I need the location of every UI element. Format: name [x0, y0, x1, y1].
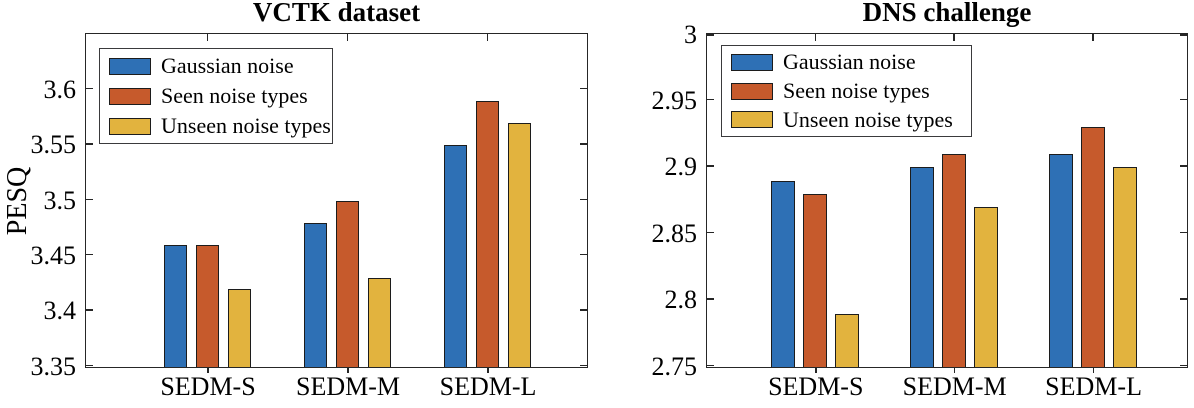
bar-unseen-noise-types-sedm-l — [508, 122, 531, 367]
bar-gaussian-noise-sedm-m — [910, 167, 935, 367]
y-tick-label: 2.85 — [651, 218, 698, 248]
x-tick-mark-top — [953, 34, 955, 41]
legend-label: Gaussian noise — [783, 49, 916, 75]
plot-area-vctk: Gaussian noise Seen noise types Unseen noi… — [85, 33, 588, 368]
y-tick-label: 3.6 — [43, 74, 77, 104]
x-tick-label: SEDM-M — [295, 372, 401, 401]
y-tick-mark — [86, 364, 93, 366]
y-tick-mark — [580, 309, 587, 311]
legend-color-swatch — [731, 53, 773, 71]
y-tick-mark — [1180, 364, 1187, 366]
x-tick-mark-bottom — [347, 366, 349, 373]
y-tick-mark — [580, 87, 587, 90]
legend-label: Seen noise types — [161, 83, 308, 108]
y-tick-mark — [1180, 34, 1187, 36]
x-tick-mark-top — [486, 34, 489, 41]
y-tick-label: 3.55 — [30, 130, 77, 160]
legend-item: Gaussian noise — [731, 48, 965, 77]
y-tick-mark — [707, 364, 714, 366]
legend-label: Unseen noise types — [783, 106, 953, 132]
y-tick-label: 3 — [684, 19, 697, 49]
y-tick-mark — [580, 364, 587, 366]
bar-gaussian-noise-sedm-m — [304, 222, 327, 367]
x-tick-mark-bottom — [1092, 366, 1095, 373]
y-tick-mark — [1180, 165, 1187, 167]
legend: Gaussian noise Seen noise types Unseen noi… — [721, 45, 972, 137]
chart-title-vctk: VCTK dataset — [252, 0, 421, 27]
y-tick-mark — [1180, 298, 1187, 300]
bar-unseen-noise-types-sedm-s — [835, 313, 860, 367]
legend-item: Unseen noise types — [731, 105, 965, 134]
y-tick-label: 3.5 — [43, 185, 77, 215]
bar-gaussian-noise-sedm-s — [771, 180, 796, 367]
y-tick-label: 2.9 — [664, 152, 698, 182]
plot-area-dns: Gaussian noise Seen noise types Unseen noi… — [706, 33, 1188, 368]
y-tick-mark — [1180, 231, 1187, 234]
x-tick-label: SEDM-M — [902, 372, 1007, 401]
bar-unseen-noise-types-sedm-s — [228, 289, 251, 367]
y-tick-label: 3.4 — [43, 296, 77, 326]
bar-gaussian-noise-sedm-l — [444, 145, 467, 367]
legend-label: Gaussian noise — [161, 53, 294, 78]
legend-color-swatch — [731, 111, 773, 129]
legend-label: Seen noise types — [783, 78, 930, 103]
x-tick-mark-bottom — [487, 366, 489, 373]
y-tick-mark — [580, 253, 587, 256]
legend-color-swatch — [109, 57, 151, 75]
x-tick-mark-bottom — [953, 366, 956, 373]
y-tick-mark — [86, 309, 93, 311]
y-tick-mark — [1180, 98, 1187, 101]
x-tick-label: SEDM-L — [439, 372, 537, 401]
bar-seen-noise-types-sedm-m — [942, 153, 967, 367]
x-tick-mark-top — [814, 34, 816, 41]
y-tick-mark — [707, 98, 714, 101]
y-tick-mark — [86, 143, 93, 145]
y-tick-mark — [707, 231, 714, 234]
y-tick-mark — [707, 34, 714, 36]
legend-color-swatch — [731, 82, 773, 100]
y-tick-label: 2.75 — [651, 351, 698, 381]
bar-unseen-noise-types-sedm-l — [1113, 167, 1138, 367]
y-tick-label: 3.45 — [30, 240, 77, 270]
x-tick-label: SEDM-L — [1045, 372, 1142, 401]
y-tick-mark — [707, 298, 714, 300]
x-tick-mark-bottom — [207, 366, 209, 373]
x-tick-label: SEDM-S — [768, 372, 864, 401]
bar-seen-noise-types-sedm-l — [476, 100, 499, 367]
legend-color-swatch — [109, 117, 151, 135]
y-tick-mark — [86, 198, 93, 200]
legend-item: Seen noise types — [731, 77, 965, 106]
legend-item: Seen noise types — [109, 81, 326, 111]
y-tick-label: 2.8 — [664, 285, 698, 315]
y-tick-label: 3.35 — [30, 351, 77, 381]
y-tick-mark — [580, 143, 587, 145]
chart-title-dns: DNS challenge — [862, 0, 1032, 27]
x-tick-mark-top — [1092, 34, 1094, 41]
bar-seen-noise-types-sedm-s — [803, 193, 828, 367]
x-tick-label: SEDM-S — [160, 372, 256, 401]
legend: Gaussian noise Seen noise types Unseen noi… — [99, 48, 333, 144]
y-tick-mark — [707, 165, 714, 167]
legend-item: Gaussian noise — [109, 51, 326, 81]
bar-seen-noise-types-sedm-m — [336, 200, 359, 367]
bar-seen-noise-types-sedm-s — [196, 244, 219, 367]
x-tick-mark-bottom — [815, 366, 817, 373]
legend-label: Unseen noise types — [161, 113, 331, 138]
y-tick-mark — [580, 198, 587, 200]
x-tick-mark-top — [206, 34, 209, 41]
bar-gaussian-noise-sedm-s — [164, 244, 187, 367]
bar-unseen-noise-types-sedm-m — [974, 207, 999, 367]
bar-seen-noise-types-sedm-l — [1081, 127, 1106, 367]
y-tick-mark — [86, 253, 93, 256]
y-tick-mark — [86, 87, 93, 90]
legend-item: Unseen noise types — [109, 111, 331, 141]
y-tick-label: 2.95 — [651, 85, 698, 115]
legend-color-swatch — [109, 87, 151, 105]
bar-unseen-noise-types-sedm-m — [368, 278, 391, 367]
x-tick-mark-top — [346, 34, 349, 41]
bar-gaussian-noise-sedm-l — [1049, 153, 1074, 367]
